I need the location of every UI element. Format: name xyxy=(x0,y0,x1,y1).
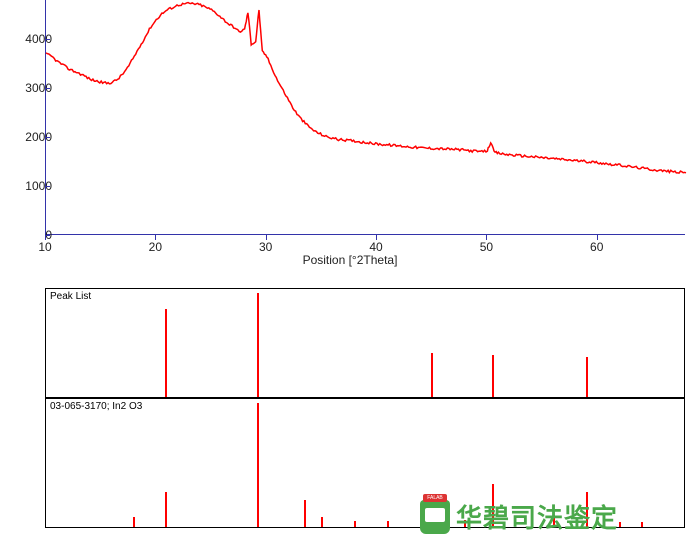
peak-line xyxy=(257,403,259,527)
watermark-badge-icon: FALAB xyxy=(420,500,450,534)
xtick-label: 40 xyxy=(369,240,382,254)
peak-line xyxy=(133,517,135,527)
ytick-mark xyxy=(45,137,50,138)
xtick-mark xyxy=(266,235,267,240)
diffractogram-plot xyxy=(45,0,685,235)
xtick-mark xyxy=(486,235,487,240)
xtick-label: 20 xyxy=(149,240,162,254)
peak-line xyxy=(619,522,621,527)
peak-list-label: Peak List xyxy=(50,291,91,302)
xtick-label: 50 xyxy=(480,240,493,254)
peak-list-panel: Peak List xyxy=(45,288,685,398)
xtick-label: 60 xyxy=(590,240,603,254)
x-axis-label: Position [°2Theta] xyxy=(303,253,398,267)
peak-line xyxy=(257,293,259,397)
ytick-mark xyxy=(45,39,50,40)
peak-line xyxy=(431,353,433,397)
reference-label: 03-065-3170; In2 O3 xyxy=(50,401,142,412)
xtick-label: 10 xyxy=(38,240,51,254)
peak-line xyxy=(304,500,306,527)
peak-line xyxy=(165,309,167,397)
watermark-text: 华碧司法鉴定 xyxy=(456,498,618,535)
peak-line xyxy=(354,521,356,527)
peak-line xyxy=(492,355,494,397)
xrd-curve xyxy=(46,0,686,235)
watermark: FALAB 华碧司法鉴定 xyxy=(420,498,618,535)
xtick-mark xyxy=(45,235,46,240)
ytick-mark xyxy=(45,186,50,187)
peak-line xyxy=(586,357,588,397)
ytick-mark xyxy=(45,88,50,89)
peak-line xyxy=(641,522,643,527)
watermark-badge-top: FALAB xyxy=(423,494,447,502)
watermark-badge-inner-icon xyxy=(425,508,445,522)
peak-line xyxy=(387,521,389,527)
peak-line xyxy=(165,492,167,527)
xrd-curve-path xyxy=(46,3,686,174)
peak-line xyxy=(321,517,323,527)
xtick-mark xyxy=(597,235,598,240)
xtick-label: 30 xyxy=(259,240,272,254)
xtick-mark xyxy=(376,235,377,240)
xtick-mark xyxy=(155,235,156,240)
